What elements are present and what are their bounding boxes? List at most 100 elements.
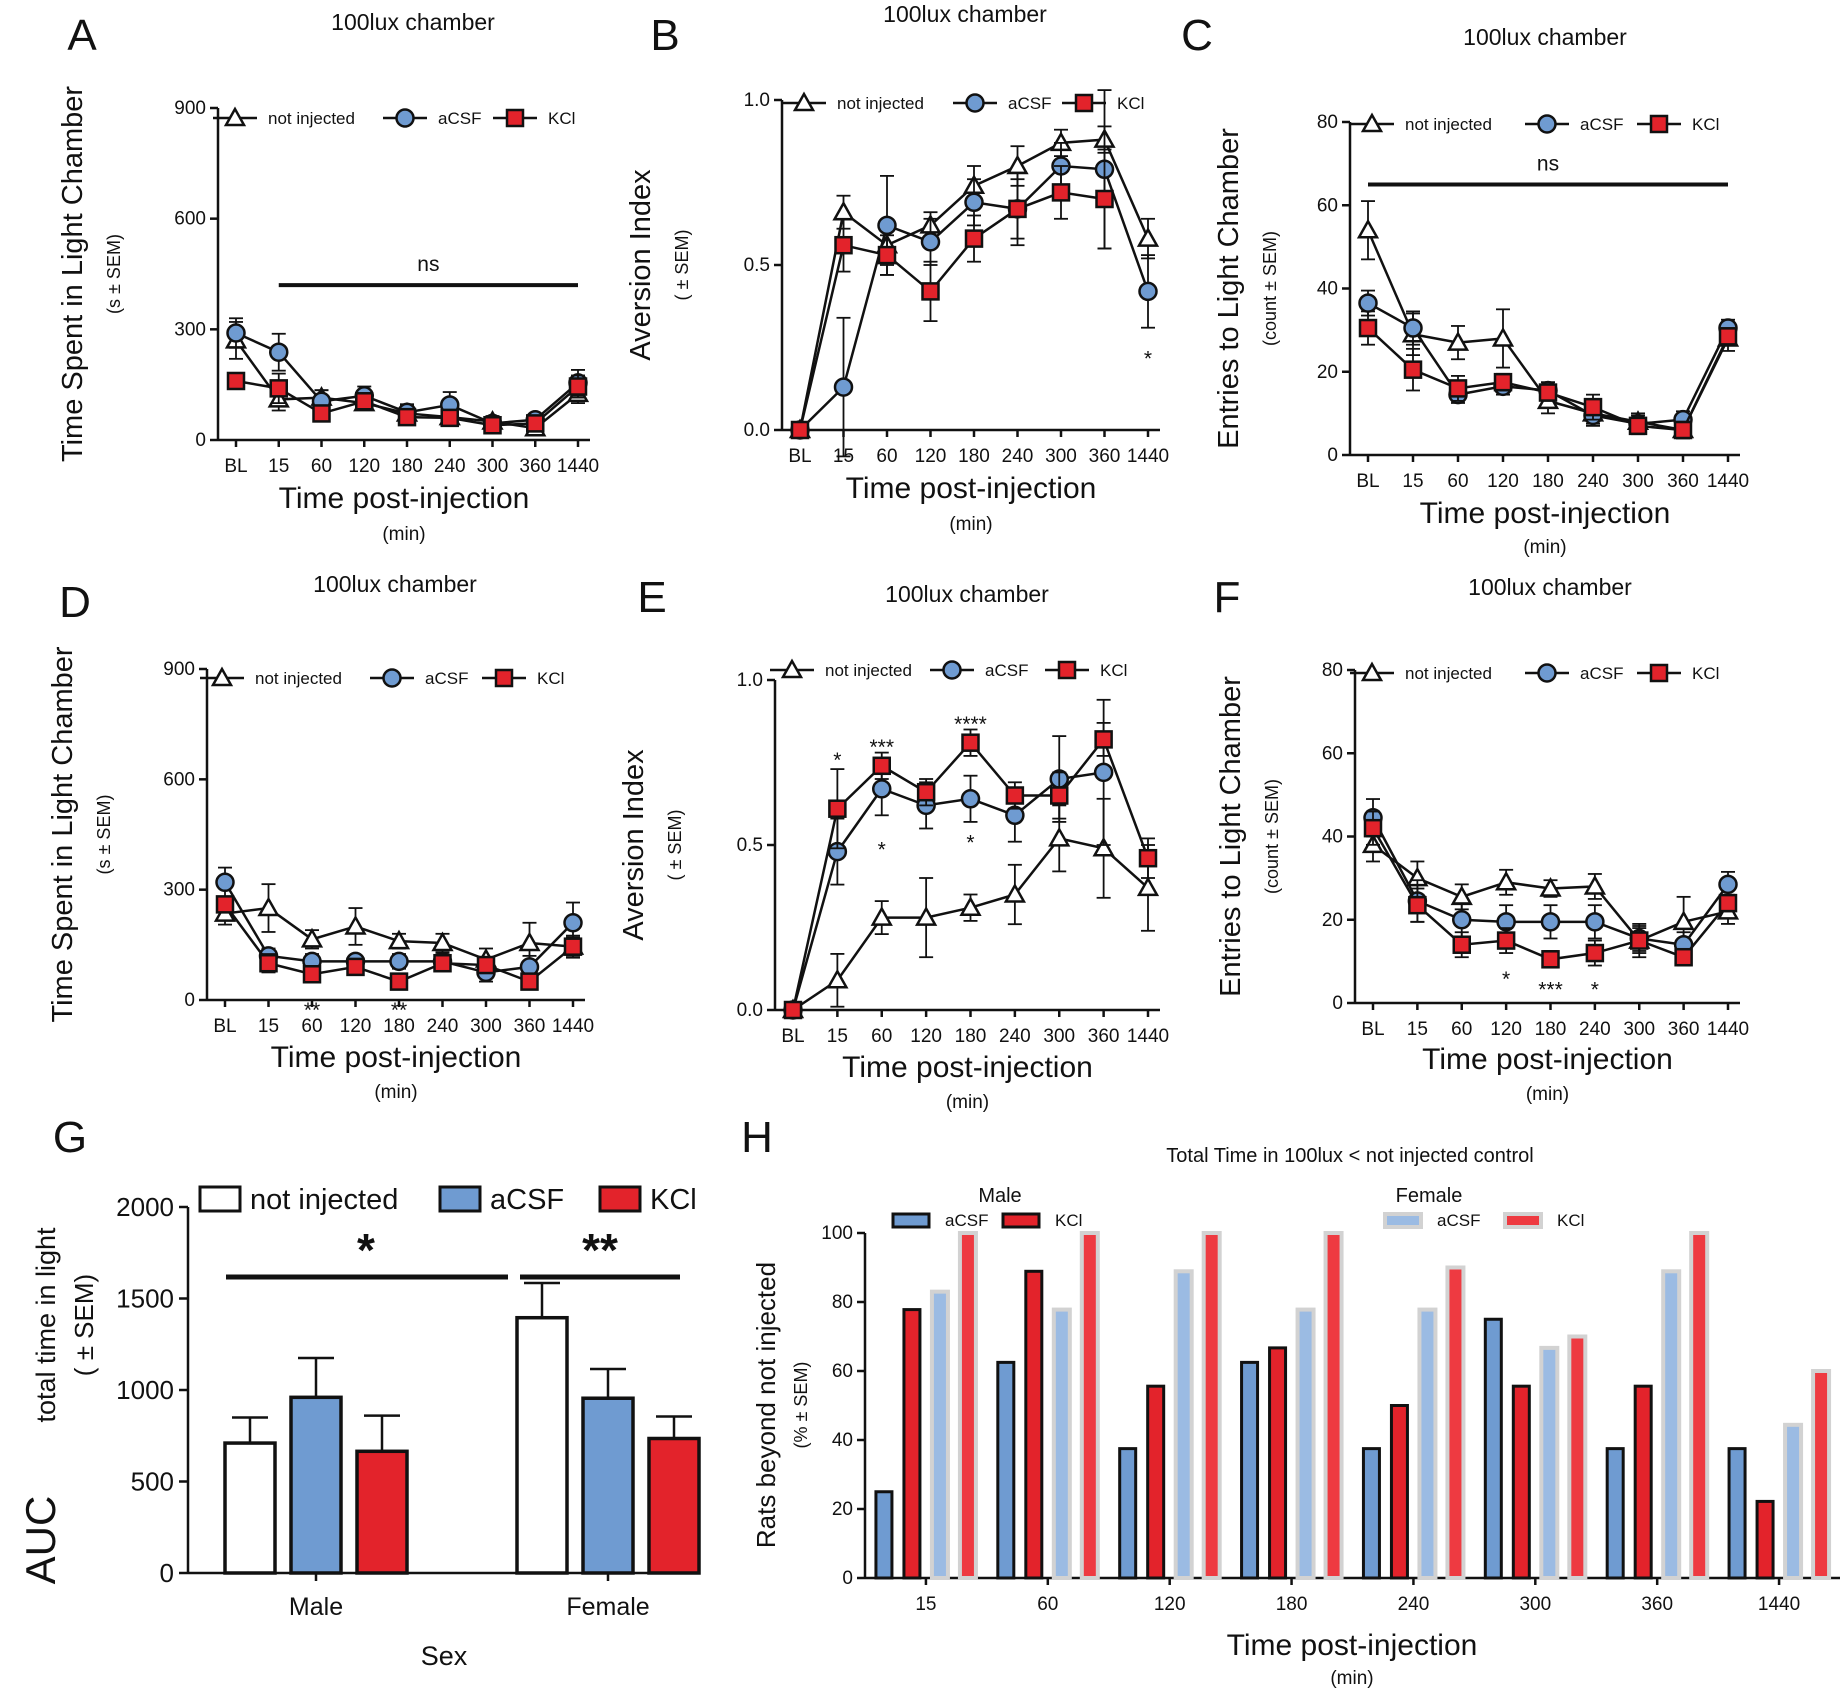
legend-label: aCSF xyxy=(490,1184,564,1216)
y-tick-label: 40 xyxy=(832,1430,853,1451)
x-tick-label: 15 xyxy=(1402,471,1423,492)
x-tick-label: 1440 xyxy=(1707,471,1749,492)
bar xyxy=(647,1436,701,1575)
x-tick-label: 240 xyxy=(1398,1594,1430,1615)
x-tick-label: 1440 xyxy=(1758,1594,1800,1615)
legend-label: not injected xyxy=(250,1184,398,1216)
panel-label: D xyxy=(59,578,91,627)
legend-marker xyxy=(1360,661,1384,682)
data-point xyxy=(828,799,847,818)
panel-label: F xyxy=(1214,573,1241,622)
x-tick-label: 180 xyxy=(955,1026,987,1047)
y-tick-label: 900 xyxy=(163,659,195,680)
x-tick-label: 15 xyxy=(915,1594,936,1615)
bar xyxy=(1146,1384,1166,1580)
data-point xyxy=(526,414,545,433)
bar xyxy=(1633,1384,1653,1580)
x-tick-label: 300 xyxy=(470,1016,502,1037)
data-point xyxy=(960,789,981,809)
panel-label: E xyxy=(637,573,666,622)
y-axis-label: Entries to Light Chamber xyxy=(1215,676,1247,997)
legend-marker xyxy=(395,108,415,128)
panel-c: C 100lux chamber 0 20 40 60 80 BL 15 60 120 180 240 3… xyxy=(1181,11,1749,558)
data-point xyxy=(1452,935,1471,954)
significance-label: * xyxy=(966,832,974,855)
data-point xyxy=(1092,836,1115,857)
data-point xyxy=(1138,848,1158,868)
x-tick-label: 120 xyxy=(1487,471,1519,492)
data-point xyxy=(1718,327,1738,346)
data-point xyxy=(1051,183,1071,202)
bar xyxy=(1361,1447,1381,1580)
y-tick-label: 500 xyxy=(131,1467,174,1497)
x-tick-label: 180 xyxy=(1276,1594,1308,1615)
significance-label: ** xyxy=(582,1224,618,1276)
significance-label: ** xyxy=(391,999,407,1022)
x-tick-label: 180 xyxy=(391,456,423,477)
legend-label: aCSF xyxy=(985,661,1028,680)
significance-label: ns xyxy=(1537,152,1559,175)
bar xyxy=(1295,1307,1316,1580)
bar xyxy=(1755,1499,1775,1580)
significance-label: *** xyxy=(1538,978,1563,1001)
x-tick-label: 240 xyxy=(1577,471,1609,492)
data-point xyxy=(916,782,936,802)
x-tick-label: 240 xyxy=(434,456,466,477)
legend-swatch xyxy=(891,1212,931,1229)
y-tick-label: 0 xyxy=(1327,445,1338,466)
y-tick-label: 0.0 xyxy=(737,1000,763,1021)
y-axis-label: Entries to Light Chamber xyxy=(1213,128,1245,449)
legend-label: aCSF xyxy=(425,669,468,688)
x-tick-label: BL xyxy=(1361,1019,1384,1040)
legend-marker xyxy=(1649,114,1669,134)
panel-a: A 100lux chamber 0 300 600 900 BL 15 60 120 180 240… xyxy=(57,9,599,545)
data-point xyxy=(312,404,331,423)
series-kcl xyxy=(215,895,583,991)
bar xyxy=(1201,1231,1222,1580)
bar xyxy=(223,1441,277,1575)
x-tick-label: 120 xyxy=(348,456,380,477)
data-point xyxy=(1496,931,1516,950)
x-tick-label: BL xyxy=(788,446,811,467)
significance-label: * xyxy=(1144,347,1152,370)
bar xyxy=(515,1315,569,1575)
panel-title: 100lux chamber xyxy=(883,1,1047,27)
data-point xyxy=(783,1000,803,1020)
data-point xyxy=(1136,227,1160,247)
data-point xyxy=(964,229,984,248)
significance-label: ** xyxy=(304,999,320,1022)
y-tick-label: 40 xyxy=(1322,827,1343,848)
data-point xyxy=(826,968,849,989)
data-point xyxy=(1538,383,1558,402)
x-tick-label: 180 xyxy=(958,446,990,467)
legend-label: KCl xyxy=(1557,1211,1584,1230)
y-tick-label: 0 xyxy=(184,990,195,1011)
panel-label: A xyxy=(67,11,97,60)
x-tick-label: 300 xyxy=(1043,1026,1075,1047)
x-tick-label: 240 xyxy=(999,1026,1031,1047)
data-point xyxy=(259,953,278,973)
legend-label: KCl xyxy=(650,1184,697,1216)
y-axis-label: Aversion Index xyxy=(625,169,657,361)
x-axis-unit: (min) xyxy=(374,1082,417,1103)
panel-title: Total Time in 100lux < not injected cont… xyxy=(1166,1145,1533,1167)
data-point xyxy=(870,906,893,926)
x-tick-label: 360 xyxy=(1668,1019,1700,1040)
data-point xyxy=(790,420,810,440)
y-axis-unit: (count ± SEM) xyxy=(1262,779,1282,894)
legend-swatch xyxy=(198,1185,242,1213)
x-axis-unit: (min) xyxy=(1330,1668,1373,1689)
series-male-kcl xyxy=(902,1269,1775,1580)
x-tick-label: 300 xyxy=(1045,446,1077,467)
legend-swatch xyxy=(438,1185,482,1213)
data-point xyxy=(355,392,374,411)
x-axis-label: Time post-injection xyxy=(842,1051,1093,1084)
y-tick-label: 2000 xyxy=(116,1192,174,1222)
x-axis-unit: (min) xyxy=(1526,1084,1569,1105)
x-tick-label: 60 xyxy=(1451,1019,1472,1040)
y-tick-label: 0 xyxy=(842,1568,853,1589)
data-point xyxy=(964,192,984,213)
y-axis-label: Aversion Index xyxy=(618,749,650,941)
series-line xyxy=(792,837,1149,1012)
